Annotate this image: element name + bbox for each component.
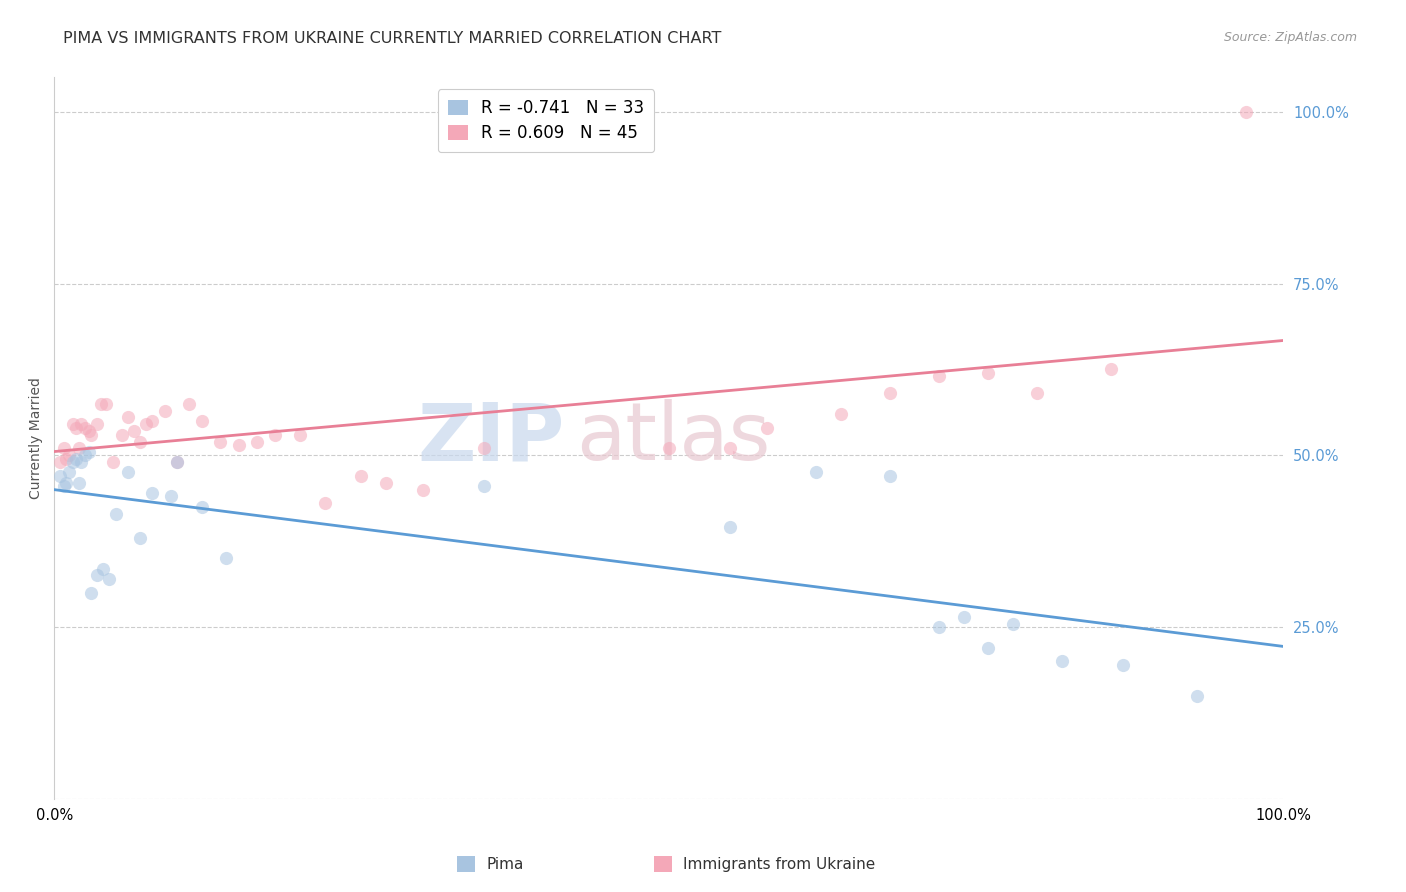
Point: [472, 442, 495, 456]
Point: [77, 445, 100, 459]
Point: [65, 421, 87, 435]
Point: [117, 410, 139, 425]
Point: [62, 455, 84, 469]
Legend: R = -0.741   N = 33, R = 0.609   N = 45: R = -0.741 N = 33, R = 0.609 N = 45: [437, 89, 654, 152]
Point: [122, 424, 145, 438]
Point: [412, 483, 434, 497]
Point: [70, 455, 93, 469]
Point: [80, 427, 103, 442]
Point: [141, 414, 163, 428]
Point: [58, 466, 80, 480]
Point: [190, 414, 212, 428]
Point: [129, 531, 152, 545]
Point: [166, 455, 188, 469]
Point: [90, 397, 112, 411]
Point: [375, 475, 398, 490]
Point: [928, 620, 950, 634]
Point: [65, 451, 87, 466]
Y-axis label: Currently Married: Currently Married: [30, 377, 44, 499]
Point: [86, 417, 108, 432]
Point: [472, 479, 495, 493]
Text: atlas: atlas: [576, 399, 770, 477]
Point: [77, 424, 100, 438]
Point: [209, 434, 232, 449]
Point: [879, 469, 901, 483]
Point: [58, 448, 80, 462]
Point: [246, 434, 269, 449]
Point: [67, 442, 90, 456]
Point: [86, 568, 108, 582]
Point: [104, 507, 127, 521]
Point: [1001, 616, 1024, 631]
Point: [977, 640, 1000, 655]
Point: [1026, 386, 1049, 401]
Point: [830, 407, 852, 421]
Point: [135, 417, 157, 432]
Point: [49, 455, 72, 469]
Point: [67, 475, 90, 490]
Point: [928, 369, 950, 384]
Point: [264, 427, 287, 442]
Point: [215, 551, 238, 566]
Text: Source: ZipAtlas.com: Source: ZipAtlas.com: [1223, 31, 1357, 45]
Point: [153, 403, 176, 417]
Point: [49, 469, 72, 483]
Point: [879, 386, 901, 401]
Point: [98, 572, 121, 586]
Bar: [457, 856, 475, 872]
Point: [314, 496, 336, 510]
Text: PIMA VS IMMIGRANTS FROM UKRAINE CURRENTLY MARRIED CORRELATION CHART: PIMA VS IMMIGRANTS FROM UKRAINE CURRENTL…: [63, 31, 721, 46]
Point: [1185, 689, 1208, 703]
Point: [53, 442, 76, 456]
Point: [129, 434, 152, 449]
Point: [55, 451, 77, 466]
Point: [53, 479, 76, 493]
Point: [952, 609, 974, 624]
Point: [70, 417, 93, 432]
Point: [55, 475, 77, 490]
Point: [91, 561, 114, 575]
Point: [166, 455, 188, 469]
Point: [94, 397, 117, 411]
Point: [190, 500, 212, 514]
Point: [658, 442, 681, 456]
Point: [111, 427, 134, 442]
Text: Immigrants from Ukraine: Immigrants from Ukraine: [683, 857, 876, 871]
Point: [80, 585, 103, 599]
Point: [806, 466, 828, 480]
Point: [1234, 104, 1257, 119]
Text: Pima: Pima: [486, 857, 524, 871]
Bar: [654, 856, 672, 872]
Point: [718, 520, 741, 534]
Point: [179, 397, 201, 411]
Point: [1050, 654, 1073, 668]
Point: [101, 455, 124, 469]
Point: [350, 469, 373, 483]
Point: [718, 442, 741, 456]
Text: ZIP: ZIP: [418, 399, 564, 477]
Point: [73, 448, 96, 462]
Point: [73, 421, 96, 435]
Point: [228, 438, 250, 452]
Point: [756, 421, 779, 435]
Point: [62, 417, 84, 432]
Point: [1099, 362, 1122, 376]
Point: [160, 490, 183, 504]
Point: [117, 466, 139, 480]
Point: [141, 486, 163, 500]
Point: [1112, 657, 1135, 672]
Point: [288, 427, 311, 442]
Point: [977, 366, 1000, 380]
